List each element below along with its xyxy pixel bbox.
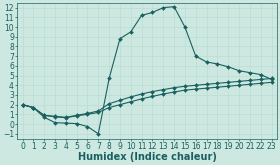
- X-axis label: Humidex (Indice chaleur): Humidex (Indice chaleur): [78, 152, 216, 162]
